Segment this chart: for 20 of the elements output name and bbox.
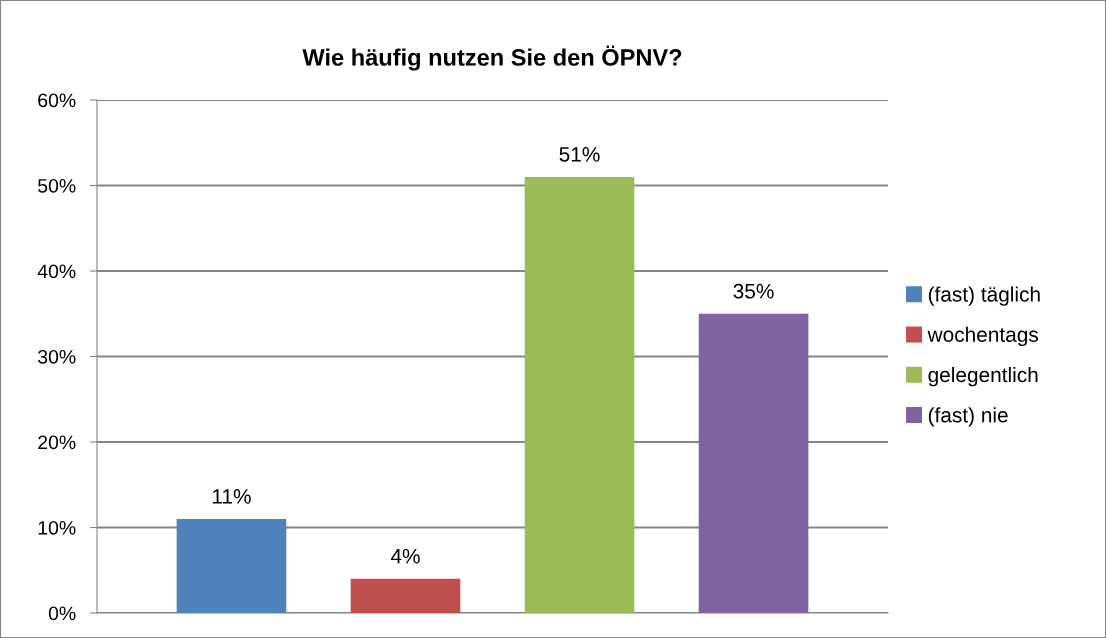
legend-label: (fast) täglich	[928, 286, 1040, 306]
y-tick-label: 20%	[38, 435, 76, 450]
y-tick-label: 40%	[37, 264, 76, 279]
y-tick-label: 50%	[38, 178, 76, 193]
bar	[176, 518, 287, 613]
data-label: 35%	[733, 283, 774, 299]
legend-label: wochentags	[927, 326, 1039, 347]
chart-title: Wie häufig nutzen Sie den ÖPNV?	[302, 45, 682, 71]
y-tick-label: 10%	[38, 520, 76, 535]
bar	[524, 176, 635, 613]
data-label: 4%	[390, 548, 420, 564]
y-tick-label: 30%	[37, 349, 76, 364]
data-label: 51%	[559, 147, 600, 162]
bar	[350, 578, 461, 613]
legend-label: gelegentlich	[928, 366, 1038, 387]
y-tick-label: 0%	[48, 606, 76, 621]
data-label: 11%	[212, 489, 251, 504]
bar	[698, 313, 809, 613]
legend-label: (fast) nie	[928, 407, 1008, 427]
y-tick-label: 60%	[38, 93, 76, 108]
